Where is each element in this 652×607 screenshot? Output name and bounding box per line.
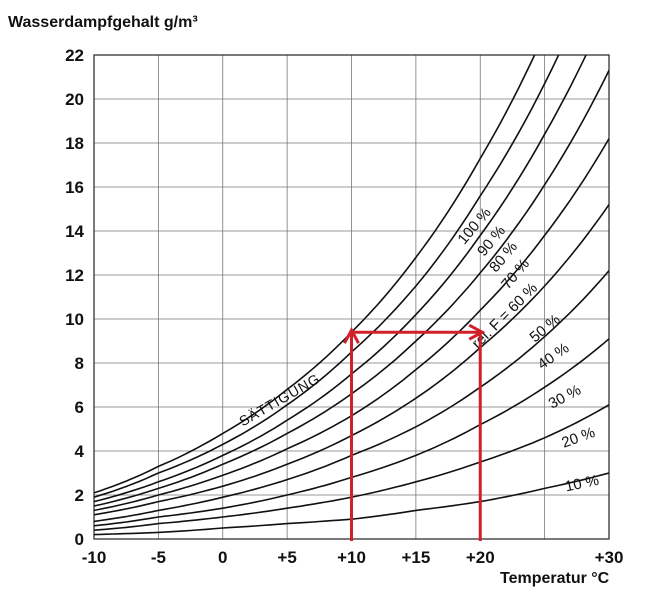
curve-label: 30 %: [546, 381, 584, 412]
x-tick-label: +5: [277, 548, 296, 567]
arrowhead-up: [343, 327, 360, 344]
y-tick-label: 18: [65, 134, 84, 153]
x-tick-label: +10: [337, 548, 366, 567]
y-tick-label: 0: [75, 530, 84, 549]
x-tick-label: +20: [466, 548, 495, 567]
y-axis-title: Wasserdampfgehalt g/m³: [8, 14, 198, 31]
y-tick-label: 12: [65, 266, 84, 285]
curve-label: 10 %: [564, 472, 601, 496]
y-tick-label: 22: [65, 46, 84, 65]
x-tick-label: -5: [151, 548, 166, 567]
y-tick-label: 14: [65, 222, 84, 241]
y-tick-label: 2: [75, 486, 84, 505]
x-tick-label: -10: [82, 548, 107, 567]
arrowhead-right: [468, 323, 486, 341]
y-tick-label: 10: [65, 310, 84, 329]
curve-label: 50 %: [527, 311, 564, 346]
y-tick-label: 8: [75, 354, 84, 373]
y-tick-label: 20: [65, 90, 84, 109]
x-tick-label: +15: [401, 548, 430, 567]
y-tick-label: 6: [75, 398, 84, 417]
y-tick-label: 4: [75, 442, 85, 461]
curve-label: 40 %: [535, 340, 573, 374]
x-tick-label: +30: [595, 548, 624, 567]
x-axis-title: Temperatur °C: [500, 570, 610, 587]
y-tick-label: 16: [65, 178, 84, 197]
x-tick-label: 0: [218, 548, 227, 567]
